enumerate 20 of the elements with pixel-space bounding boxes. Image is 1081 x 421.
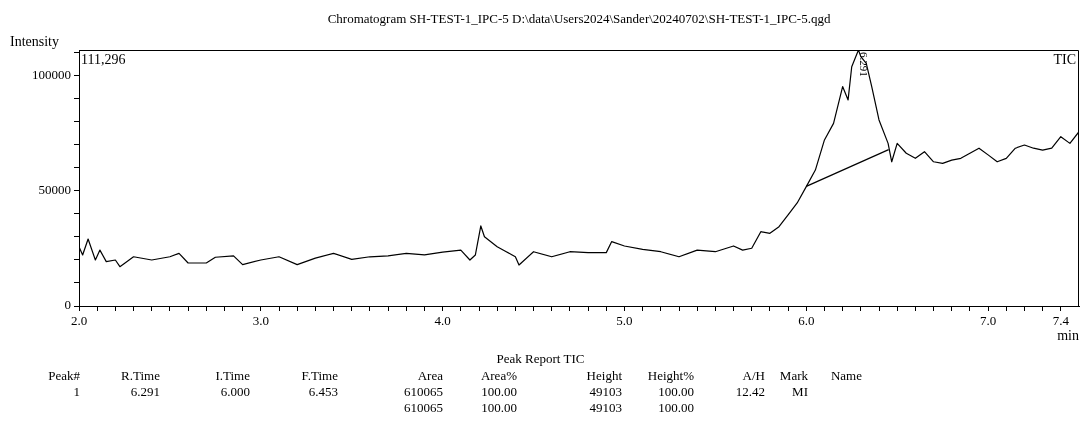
x-tick-label: 2.0 xyxy=(70,313,88,329)
x-tick-label: 4.0 xyxy=(434,313,451,329)
y-tick-label: 0 xyxy=(64,297,71,313)
y-tick-label: 50000 xyxy=(38,182,71,198)
x-tick-label: 7.0 xyxy=(979,313,997,329)
x-tick-label: 6.0 xyxy=(798,313,815,329)
annotation: 111,296 xyxy=(81,51,126,67)
text: Peak Report TIC xyxy=(495,351,586,367)
y-axis-title: Intensity xyxy=(10,33,59,49)
text: 610065 100.00 49103 100.00 xyxy=(404,400,694,415)
x-tick-label: 5.0 xyxy=(616,313,633,329)
text: Peak# R.Time I.Time F.Time Area Area% Height Height% A/H Mark Name xyxy=(48,368,862,383)
x-tick-label: 3.0 xyxy=(252,313,269,329)
annotation: 6.291 xyxy=(858,52,871,77)
x-axis-title: min xyxy=(1057,327,1079,343)
y-tick-label: 100000 xyxy=(32,67,71,83)
x-tick-label: 7.4 xyxy=(1052,313,1070,329)
text: 1 6.291 6.000 6.453 610065 100.00 49103 100.00 12.42 MI xyxy=(73,384,808,399)
chart-title: Chromatogram SH-TEST-1_IPC-5 D:\data\Users2024\Sander\20240702\SH-TEST-1_IPC-5.qgd xyxy=(327,11,831,27)
text: TIC xyxy=(1053,51,1076,67)
